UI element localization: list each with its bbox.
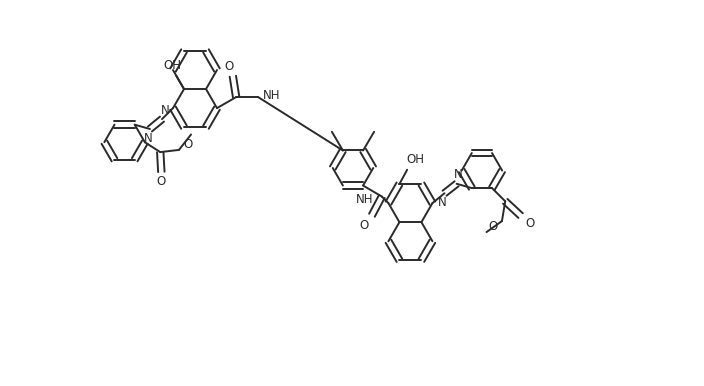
Text: N: N — [438, 196, 447, 209]
Text: NH: NH — [263, 89, 280, 102]
Text: O: O — [359, 219, 369, 232]
Text: O: O — [224, 60, 234, 73]
Text: O: O — [489, 220, 498, 233]
Text: OH: OH — [406, 153, 424, 166]
Text: NH: NH — [356, 193, 374, 205]
Text: N: N — [161, 103, 170, 117]
Text: OH: OH — [163, 59, 182, 72]
Text: O: O — [183, 139, 193, 151]
Text: O: O — [157, 175, 166, 188]
Text: N: N — [144, 132, 152, 144]
Text: N: N — [454, 168, 463, 181]
Text: O: O — [525, 217, 534, 230]
